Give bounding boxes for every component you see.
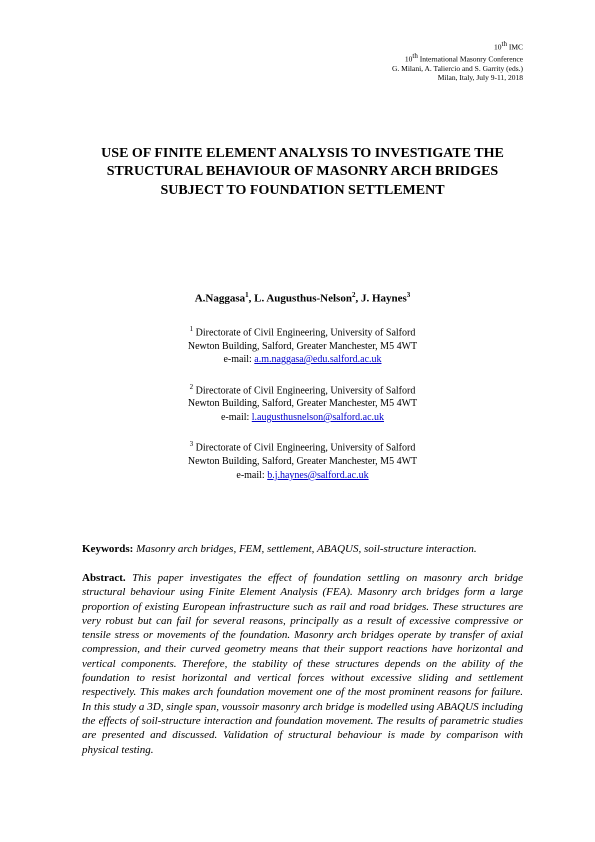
conference-header: 10th IMC 10th International Masonry Conf… (82, 40, 523, 83)
keywords-label: Keywords: (82, 543, 136, 555)
affiliation-1: 1 Directorate of Civil Engineering, Univ… (82, 325, 523, 367)
header-line-3: G. Milani, A. Taliercio and S. Garrity (… (82, 64, 523, 73)
keywords-text: Masonry arch bridges, FEM, settlement, A… (136, 543, 477, 555)
header-line-2: 10th International Masonry Conference (82, 52, 523, 64)
author-3: J. Haynes (361, 293, 407, 305)
author-1: A.Naggasa (195, 293, 245, 305)
affiliation-2: 2 Directorate of Civil Engineering, Univ… (82, 383, 523, 425)
author-list: A.Naggasa1, L. Augusthus-Nelson2, J. Hay… (82, 291, 523, 307)
header-line-1: 10th IMC (82, 40, 523, 52)
email-link-1[interactable]: a.m.naggasa@edu.salford.ac.uk (254, 354, 381, 365)
header-line-4: Milan, Italy, July 9-11, 2018 (82, 73, 523, 82)
email-link-2[interactable]: l.augusthusnelson@salford.ac.uk (252, 412, 384, 423)
paper-title: USE OF FINITE ELEMENT ANALYSIS TO INVEST… (82, 145, 523, 202)
keywords-block: Keywords: Masonry arch bridges, FEM, set… (82, 542, 523, 557)
affiliation-3: 3 Directorate of Civil Engineering, Univ… (82, 440, 523, 482)
abstract-text: This paper investigates the effect of fo… (82, 572, 523, 756)
abstract-block: Abstract. This paper investigates the ef… (82, 571, 523, 757)
author-2: L. Augusthus-Nelson (254, 293, 352, 305)
abstract-label: Abstract. (82, 572, 132, 584)
email-link-3[interactable]: b.j.haynes@salford.ac.uk (267, 470, 368, 481)
author-3-sup: 3 (407, 291, 411, 299)
